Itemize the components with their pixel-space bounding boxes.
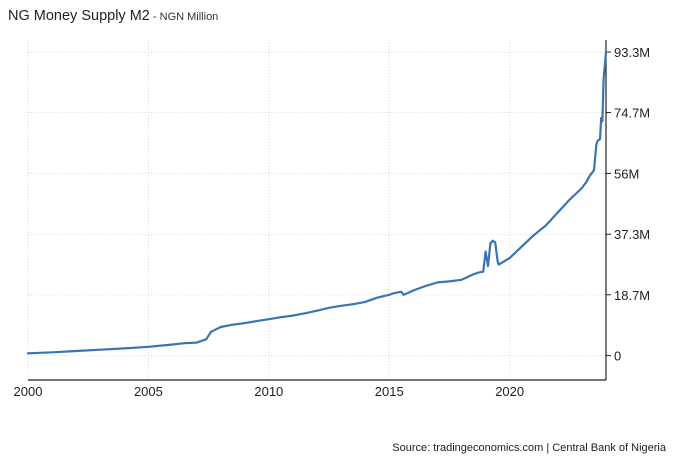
data-point bbox=[499, 262, 501, 265]
x-tick-label: 2015 bbox=[375, 384, 404, 399]
data-point bbox=[376, 296, 379, 299]
data-point bbox=[304, 312, 306, 315]
data-point bbox=[412, 289, 415, 292]
data-point bbox=[231, 323, 234, 326]
data-point bbox=[494, 241, 497, 244]
data-point bbox=[195, 341, 198, 344]
data-point bbox=[210, 330, 212, 333]
data-point bbox=[487, 265, 489, 268]
data-point bbox=[292, 314, 294, 317]
data-point bbox=[436, 281, 439, 284]
subtitle-separator: - bbox=[149, 11, 160, 23]
y-tick-label: 18.7M bbox=[614, 288, 650, 303]
data-point bbox=[605, 51, 607, 53]
chart-subtitle: - NGN Million bbox=[150, 11, 218, 23]
data-point bbox=[51, 351, 53, 354]
data-point bbox=[255, 320, 258, 323]
unit-label: NGN Million bbox=[159, 11, 219, 23]
series-line-m2 bbox=[26, 50, 608, 355]
data-point bbox=[424, 285, 427, 287]
y-tick-label: 74.7M bbox=[614, 106, 650, 121]
data-point bbox=[508, 257, 511, 259]
data-point bbox=[402, 293, 405, 296]
data-point bbox=[532, 234, 535, 237]
data-point bbox=[601, 120, 604, 123]
data-point bbox=[340, 304, 342, 307]
data-point bbox=[596, 139, 599, 142]
data-point bbox=[75, 350, 78, 352]
chart-title-text: NG Money Supply M2 bbox=[8, 8, 150, 24]
data-point bbox=[472, 273, 475, 276]
y-tick-label: 93.3M bbox=[614, 45, 650, 60]
data-point bbox=[599, 138, 601, 141]
data-point bbox=[27, 352, 29, 355]
data-point bbox=[147, 345, 150, 348]
data-point bbox=[520, 245, 523, 248]
data-point bbox=[544, 224, 547, 227]
x-tick-label: 2010 bbox=[254, 384, 283, 399]
data-point bbox=[393, 292, 395, 295]
data-point bbox=[352, 303, 355, 306]
data-point bbox=[364, 301, 367, 303]
data-point bbox=[602, 78, 605, 80]
data-point bbox=[556, 211, 559, 214]
y-tick-label: 0 bbox=[614, 349, 621, 364]
data-point bbox=[205, 338, 208, 341]
data-point bbox=[581, 187, 583, 189]
chart-title: NG Money Supply M2 - NGN Million bbox=[8, 8, 218, 24]
data-point bbox=[279, 316, 282, 319]
data-point bbox=[595, 143, 598, 146]
data-point bbox=[491, 239, 494, 242]
y-tick-label: 37.3M bbox=[614, 227, 650, 242]
x-tick-label: 2005 bbox=[134, 384, 163, 399]
x-tick-label: 2000 bbox=[14, 384, 43, 399]
x-tick-label: 2020 bbox=[495, 384, 524, 399]
data-point bbox=[489, 242, 492, 245]
data-point bbox=[316, 309, 318, 312]
data-point bbox=[123, 347, 126, 350]
data-point bbox=[448, 280, 451, 283]
data-point bbox=[243, 322, 246, 324]
data-point bbox=[328, 306, 330, 309]
data-point bbox=[496, 260, 499, 263]
source-note: Source: tradingeconomics.com | Central B… bbox=[392, 442, 666, 454]
data-point bbox=[219, 326, 222, 328]
data-point bbox=[588, 175, 591, 178]
data-point bbox=[99, 348, 102, 351]
data-point bbox=[400, 290, 403, 293]
data-point bbox=[568, 198, 571, 201]
data-point bbox=[183, 342, 186, 345]
y-tick-label: 56M bbox=[614, 166, 639, 181]
data-point bbox=[460, 278, 463, 281]
data-point bbox=[482, 270, 485, 273]
data-point bbox=[600, 117, 603, 119]
data-point bbox=[585, 180, 588, 183]
data-point bbox=[388, 293, 391, 296]
data-point bbox=[484, 250, 487, 253]
data-point bbox=[477, 271, 480, 274]
data-point bbox=[267, 318, 270, 321]
data-point bbox=[593, 169, 595, 172]
data-point bbox=[171, 343, 174, 346]
